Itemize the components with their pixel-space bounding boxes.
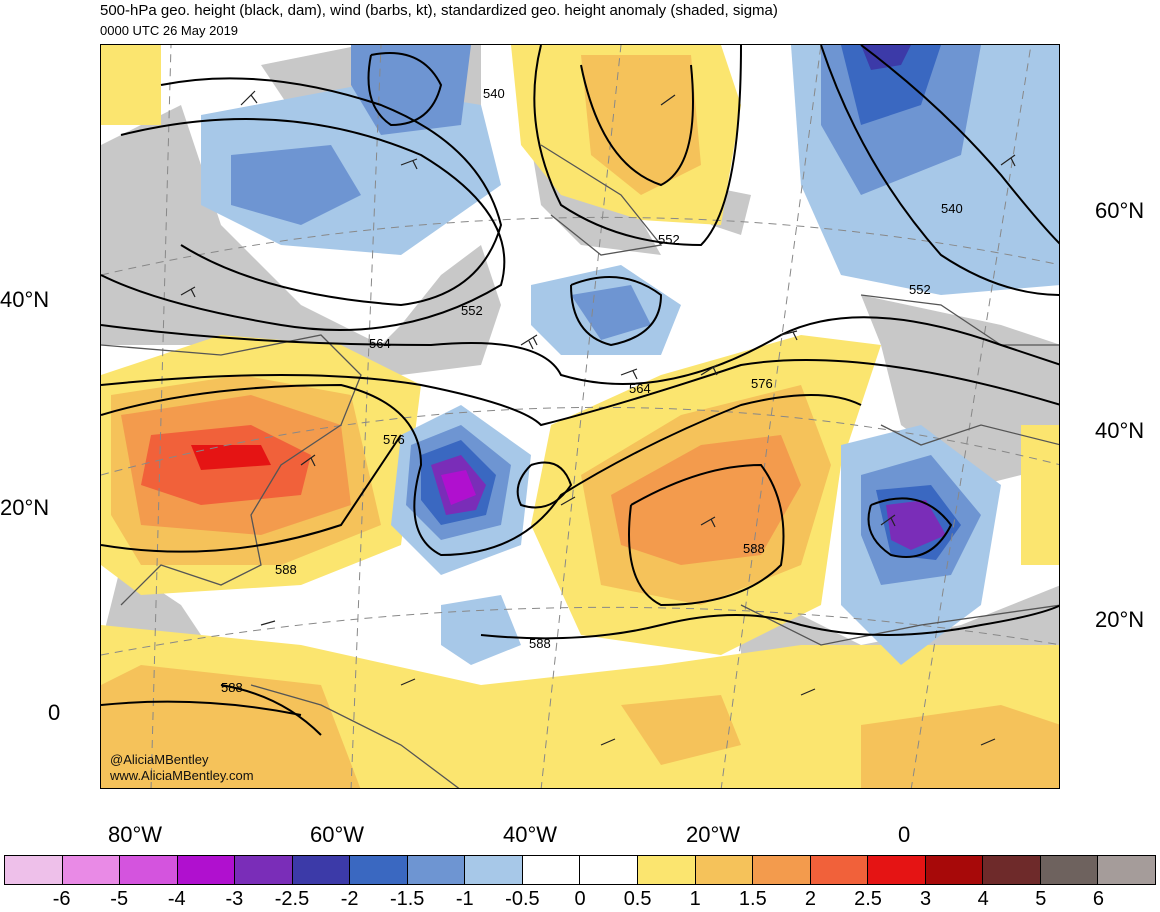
contour-label-588-b: 588 (529, 636, 551, 651)
positive-anomaly-shading (101, 45, 1059, 788)
credit-website: www.AliciaMBentley.com (110, 768, 254, 783)
lon-label-80w: 80°W (108, 822, 163, 847)
lat-label-right-20n: 20°N (1095, 607, 1145, 632)
colorbar-swatch (810, 856, 869, 884)
colorbar-swatch (407, 856, 466, 884)
colorbar-tick-label: -3 (225, 888, 244, 910)
contour-label-588-c: 588 (743, 541, 765, 556)
colorbar-swatch (638, 856, 696, 884)
colorbar-swatch (1040, 856, 1099, 884)
colorbar-swatch (177, 856, 236, 884)
lat-label-right-40n: 40°N (1095, 418, 1145, 443)
contour-label-564-b: 564 (629, 381, 651, 396)
height-contours (101, 45, 1059, 736)
colorbar-swatch (1098, 856, 1155, 884)
contour-label-552-a: 552 (658, 232, 680, 247)
colorbar-swatch (522, 856, 581, 884)
colorbar-swatch (868, 856, 926, 884)
colorbar-swatch (62, 856, 121, 884)
colorbar-tick-label: -4 (167, 888, 186, 910)
colorbar-tick-label: 2 (804, 888, 816, 910)
colorbar-swatch (695, 856, 754, 884)
lat-label-right-60n: 60°N (1095, 198, 1145, 223)
lat-label-left-20n: 20°N (0, 495, 50, 520)
lat-label-left-40n: 40°N (0, 287, 50, 312)
colorbar-tick-label: -2.5 (274, 888, 310, 910)
contour-label-540-b: 540 (941, 201, 963, 216)
contour-label-564-a: 564 (369, 336, 391, 351)
contour-label-588-d: 588 (221, 680, 243, 695)
colorbar-tick-label: -6 (52, 888, 71, 910)
colorbar-tick-label: -5 (110, 888, 129, 910)
wind-barbs (180, 90, 1016, 746)
colorbar-swatch (580, 856, 639, 884)
colorbar-tick-label: 0 (574, 888, 586, 910)
colorbar-tick-label: 1 (689, 888, 701, 910)
colorbar-swatch (5, 856, 63, 884)
colorbar-swatch (235, 856, 293, 884)
colorbar-tick-label: -0.5 (505, 888, 540, 910)
colorbar-tick-label: 1.5 (738, 888, 767, 910)
lon-label-60w: 60°W (310, 822, 365, 847)
lon-label-40w: 40°W (503, 822, 558, 847)
chart-title: 500-hPa geo. height (black, dam), wind (… (100, 2, 778, 19)
anomaly-colorbar (4, 855, 1156, 885)
colorbar-swatch (120, 856, 178, 884)
valid-time: 0000 UTC 26 May 2019 (100, 23, 239, 38)
lon-label-20w: 20°W (686, 822, 741, 847)
negative-anomaly-shading (201, 45, 1059, 665)
lon-label-0: 0 (898, 822, 911, 847)
credit-handle: @AliciaMBentley (110, 752, 209, 767)
graticule (101, 45, 1059, 788)
colorbar-swatch (465, 856, 523, 884)
colorbar-tick-label: 4 (977, 888, 989, 910)
colorbar-tick-label: 5 (1035, 888, 1047, 910)
colorbar-tick-label: 2.5 (854, 888, 882, 910)
colorbar-tick-label: -1 (455, 888, 474, 910)
lat-label-left-0: 0 (48, 700, 61, 725)
colorbar-tick-label: -2 (340, 888, 359, 910)
contour-label-576-a: 576 (383, 432, 405, 447)
colorbar-swatch (983, 856, 1041, 884)
contour-label-552-b: 552 (461, 303, 483, 318)
contour-label-552-c: 552 (909, 282, 931, 297)
colorbar-swatch (350, 856, 408, 884)
contour-label-576-b: 576 (751, 376, 773, 391)
colorbar-swatch (753, 856, 811, 884)
colorbar-tick-label: -1.5 (389, 888, 425, 910)
colorbar-tick-label: 0.5 (623, 888, 652, 910)
contour-label-540: 540 (483, 86, 505, 101)
weather-map: 540 552 552 552 564 564 576 576 588 588 … (100, 44, 1060, 789)
map-canvas: 540 552 552 552 564 564 576 576 588 588 … (101, 45, 1059, 788)
colorbar-swatch (925, 856, 984, 884)
colorbar-tick-label: 6 (1092, 888, 1104, 910)
contour-labels: 540 552 552 552 564 564 576 576 588 588 … (221, 86, 963, 695)
contour-label-588-a: 588 (275, 562, 297, 577)
colorbar-tick-label: 3 (920, 888, 932, 910)
colorbar-swatch (292, 856, 351, 884)
